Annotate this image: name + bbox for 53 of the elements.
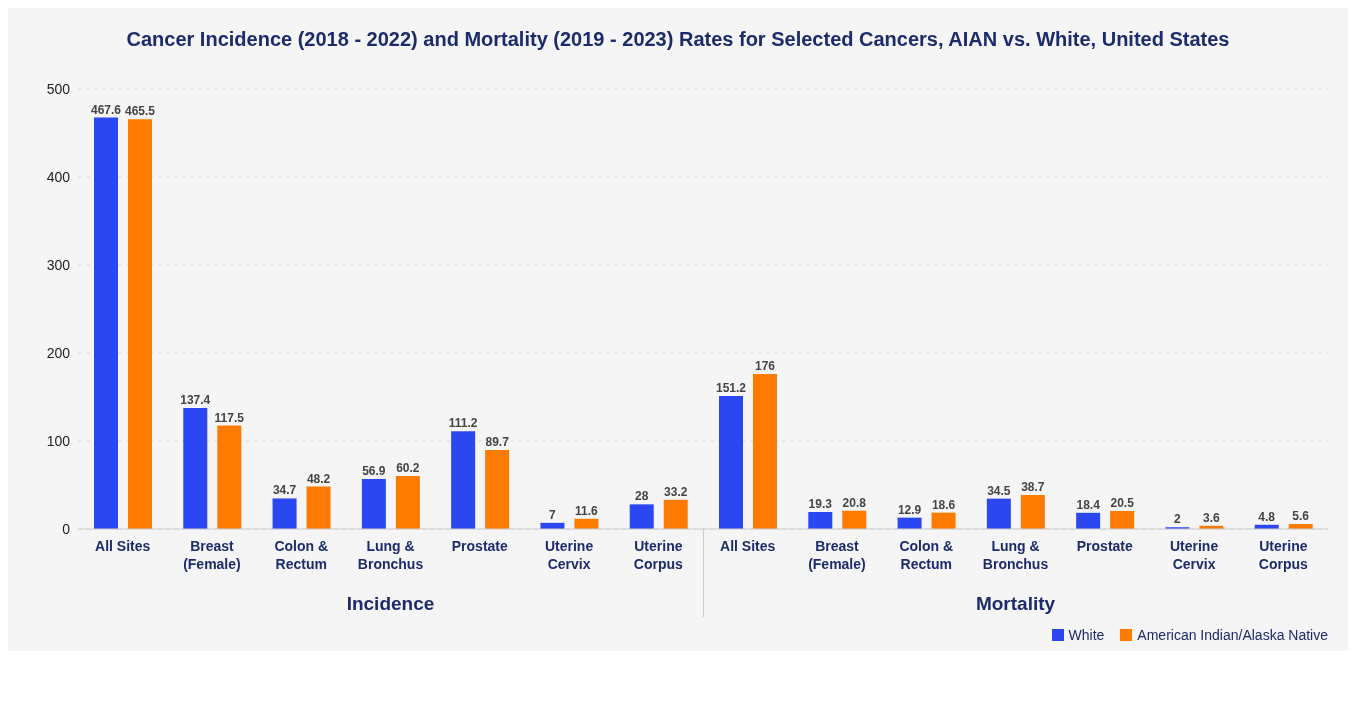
data-label: 34.5 [987,483,1011,498]
data-label: 56.9 [362,463,386,478]
data-label: 7 [549,507,557,522]
data-label: 34.7 [272,483,297,498]
x-tick-label: Colon & Rectum [274,538,329,572]
y-tick-label: 300 [46,256,71,273]
x-tick-label: Prostate [451,538,508,554]
legend-label: White [1067,627,1105,643]
y-tick-label: 0 [62,520,71,537]
x-tick-label: Lung & Bronchus [357,538,424,572]
data-label: 465.5 [124,104,156,119]
data-label: 3.6 [1203,510,1221,525]
data-label: 176 [754,359,776,374]
data-label: 117.5 [214,410,245,425]
data-label: 18.6 [931,497,956,512]
text: Incidence [345,593,436,615]
x-tick-label: Breast (Female) [808,538,866,572]
data-label: 19.3 [808,497,833,512]
x-tick-label: Uterine Corpus [633,538,684,572]
text: Mortality [974,593,1057,615]
y-tick-label: 100 [46,432,71,449]
x-tick-label: Lung & Bronchus [982,538,1049,572]
y-tick-label: 400 [46,168,71,185]
x-tick-label: Prostate [1076,538,1133,554]
chart-title: Cancer Incidence (2018 - 2022) and Mortality (2019 - 2023) Rates for Selected Cancers, AIAN vs. White, United States [125,27,1231,52]
data-label: 11.6 [575,503,599,518]
data-label: 89.7 [485,435,510,450]
data-label: 151.2 [715,380,747,395]
data-label: 20.5 [1110,495,1135,510]
x-tick-label: Breast (Female) [183,538,241,572]
data-label: 20.8 [842,495,867,510]
x-tick-label: All Sites [720,538,776,554]
y-tick-label: 500 [46,80,71,97]
data-label: 2 [1174,512,1182,527]
data-label: 5.6 [1292,509,1310,524]
x-tick-label: Uterine Cervix [544,538,594,572]
data-label: 48.2 [306,471,331,486]
data-label: 38.7 [1021,479,1045,494]
data-label: 137.4 [180,393,211,408]
legend-label: American Indian/Alaska Native [1136,627,1328,643]
x-tick-label: Uterine Cervix [1169,538,1219,572]
x-tick-label: Colon & Rectum [899,538,954,572]
data-label: 18.4 [1076,497,1101,512]
data-label: 467.6 [90,102,122,117]
data-label: 111.2 [448,416,478,431]
data-label: 12.9 [897,502,922,517]
data-label: 4.8 [1258,509,1276,524]
data-label: 28 [635,489,649,504]
data-label: 33.2 [664,484,688,499]
y-tick-label: 200 [46,344,71,361]
x-tick-label: Uterine Corpus [1258,538,1309,572]
data-label: 60.2 [396,461,420,476]
x-tick-label: All Sites [95,538,151,554]
